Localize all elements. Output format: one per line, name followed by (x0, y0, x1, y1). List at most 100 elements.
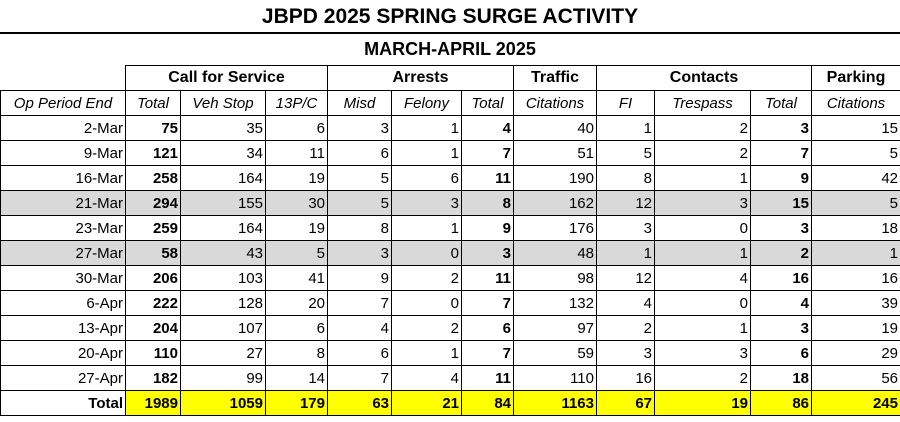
table-cell: 1 (391, 140, 462, 166)
row-date-cell: 30-Mar (0, 265, 126, 291)
table-cell: 7 (327, 365, 392, 391)
total-cell: 84 (461, 390, 514, 416)
title-rule (0, 32, 900, 34)
total-cell: 63 (327, 390, 392, 416)
table-cell: 0 (654, 215, 751, 241)
table-cell: 39 (811, 290, 900, 316)
table-cell: 1 (654, 315, 751, 341)
group-header-row: Call for Service Arrests Traffic Contact… (0, 65, 900, 91)
totals-row: Total 1989 1059 179 63 21 84 1163 67 19 86 245 (0, 390, 900, 416)
table-cell: 48 (513, 240, 597, 266)
table-cell: 9 (327, 265, 392, 291)
table-cell: 294 (125, 190, 181, 216)
table-cell: 3 (327, 240, 392, 266)
table-cell: 20 (265, 290, 328, 316)
table-cell: 190 (513, 165, 597, 191)
total-cell: 179 (265, 390, 328, 416)
col-header-contacts-total: Total (750, 90, 812, 116)
total-cell: 21 (391, 390, 462, 416)
table-cell: 12 (596, 265, 655, 291)
table-cell: 3 (596, 215, 655, 241)
row-date-cell: 20-Apr (0, 340, 126, 366)
table-cell: 51 (513, 140, 597, 166)
table-cell: 34 (180, 140, 266, 166)
table-cell: 18 (750, 365, 812, 391)
table-cell: 162 (513, 190, 597, 216)
table-cell: 206 (125, 265, 181, 291)
table-cell: 5 (327, 190, 392, 216)
table-cell: 110 (125, 340, 181, 366)
table-cell: 7 (461, 340, 514, 366)
table-cell: 8 (461, 190, 514, 216)
total-cell: 86 (750, 390, 812, 416)
table-cell: 132 (513, 290, 597, 316)
group-calls-for-service: Call for Service (125, 65, 328, 91)
table-cell: 1 (391, 340, 462, 366)
table-cell: 14 (265, 365, 328, 391)
table-cell: 2 (654, 365, 751, 391)
table-cell: 3 (750, 215, 812, 241)
table-cell: 8 (265, 340, 328, 366)
row-date-cell: 13-Apr (0, 315, 126, 341)
table-cell: 204 (125, 315, 181, 341)
table-cell: 4 (750, 290, 812, 316)
table-cell: 1 (391, 115, 462, 141)
table-cell: 58 (125, 240, 181, 266)
table-cell: 3 (461, 240, 514, 266)
table-cell: 1 (654, 165, 751, 191)
table-cell: 7 (461, 290, 514, 316)
table-cell: 16 (811, 265, 900, 291)
table-cell: 0 (654, 290, 751, 316)
table-cell: 1 (811, 240, 900, 266)
table-cell: 29 (811, 340, 900, 366)
table-cell: 99 (180, 365, 266, 391)
table-cell: 3 (391, 190, 462, 216)
table-cell: 11 (265, 140, 328, 166)
table-cell: 6 (265, 315, 328, 341)
table-cell: 30 (265, 190, 328, 216)
table-cell: 1 (391, 215, 462, 241)
table-cell: 6 (327, 140, 392, 166)
column-header-row: Op Period End Total Veh Stop 13P/C Misd … (0, 90, 900, 116)
table-cell: 41 (265, 265, 328, 291)
table-cell: 110 (513, 365, 597, 391)
col-header-calls-total: Total (125, 90, 181, 116)
table-cell: 3 (654, 190, 751, 216)
table-cell: 19 (811, 315, 900, 341)
col-header-misd: Misd (327, 90, 392, 116)
table-cell: 11 (461, 165, 514, 191)
row-date-cell: 6-Apr (0, 290, 126, 316)
row-date-cell: 27-Apr (0, 365, 126, 391)
table-cell: 176 (513, 215, 597, 241)
col-header-trespass: Trespass (654, 90, 751, 116)
table-cell: 8 (596, 165, 655, 191)
table-cell: 1 (596, 240, 655, 266)
table-row: 6-Apr 222 128 20 7 0 7 132 4 0 4 39 (0, 290, 900, 316)
row-date-cell: 21-Mar (0, 190, 126, 216)
group-contacts: Contacts (596, 65, 812, 91)
table-cell: 56 (811, 365, 900, 391)
table-cell: 6 (750, 340, 812, 366)
table-cell: 16 (596, 365, 655, 391)
table-cell: 155 (180, 190, 266, 216)
table-cell: 15 (811, 115, 900, 141)
table-row: 9-Mar 121 34 11 6 1 7 51 5 2 7 5 (0, 140, 900, 166)
table-cell: 4 (596, 290, 655, 316)
col-header-arrests-total: Total (461, 90, 514, 116)
table-cell: 6 (391, 165, 462, 191)
table-cell: 15 (750, 190, 812, 216)
table-cell: 5 (811, 140, 900, 166)
table-cell: 8 (327, 215, 392, 241)
total-cell: 1059 (180, 390, 266, 416)
table-cell: 4 (654, 265, 751, 291)
col-header-parking-citations: Citations (811, 90, 900, 116)
table-cell: 128 (180, 290, 266, 316)
table-cell: 97 (513, 315, 597, 341)
group-header-blank (0, 65, 126, 91)
row-date-cell: 2-Mar (0, 115, 126, 141)
table-cell: 59 (513, 340, 597, 366)
table-row: 13-Apr 204 107 6 4 2 6 97 2 1 3 19 (0, 315, 900, 341)
table-cell: 35 (180, 115, 266, 141)
report-title: JBPD 2025 SPRING SURGE ACTIVITY (261, 5, 639, 28)
table-cell: 9 (461, 215, 514, 241)
